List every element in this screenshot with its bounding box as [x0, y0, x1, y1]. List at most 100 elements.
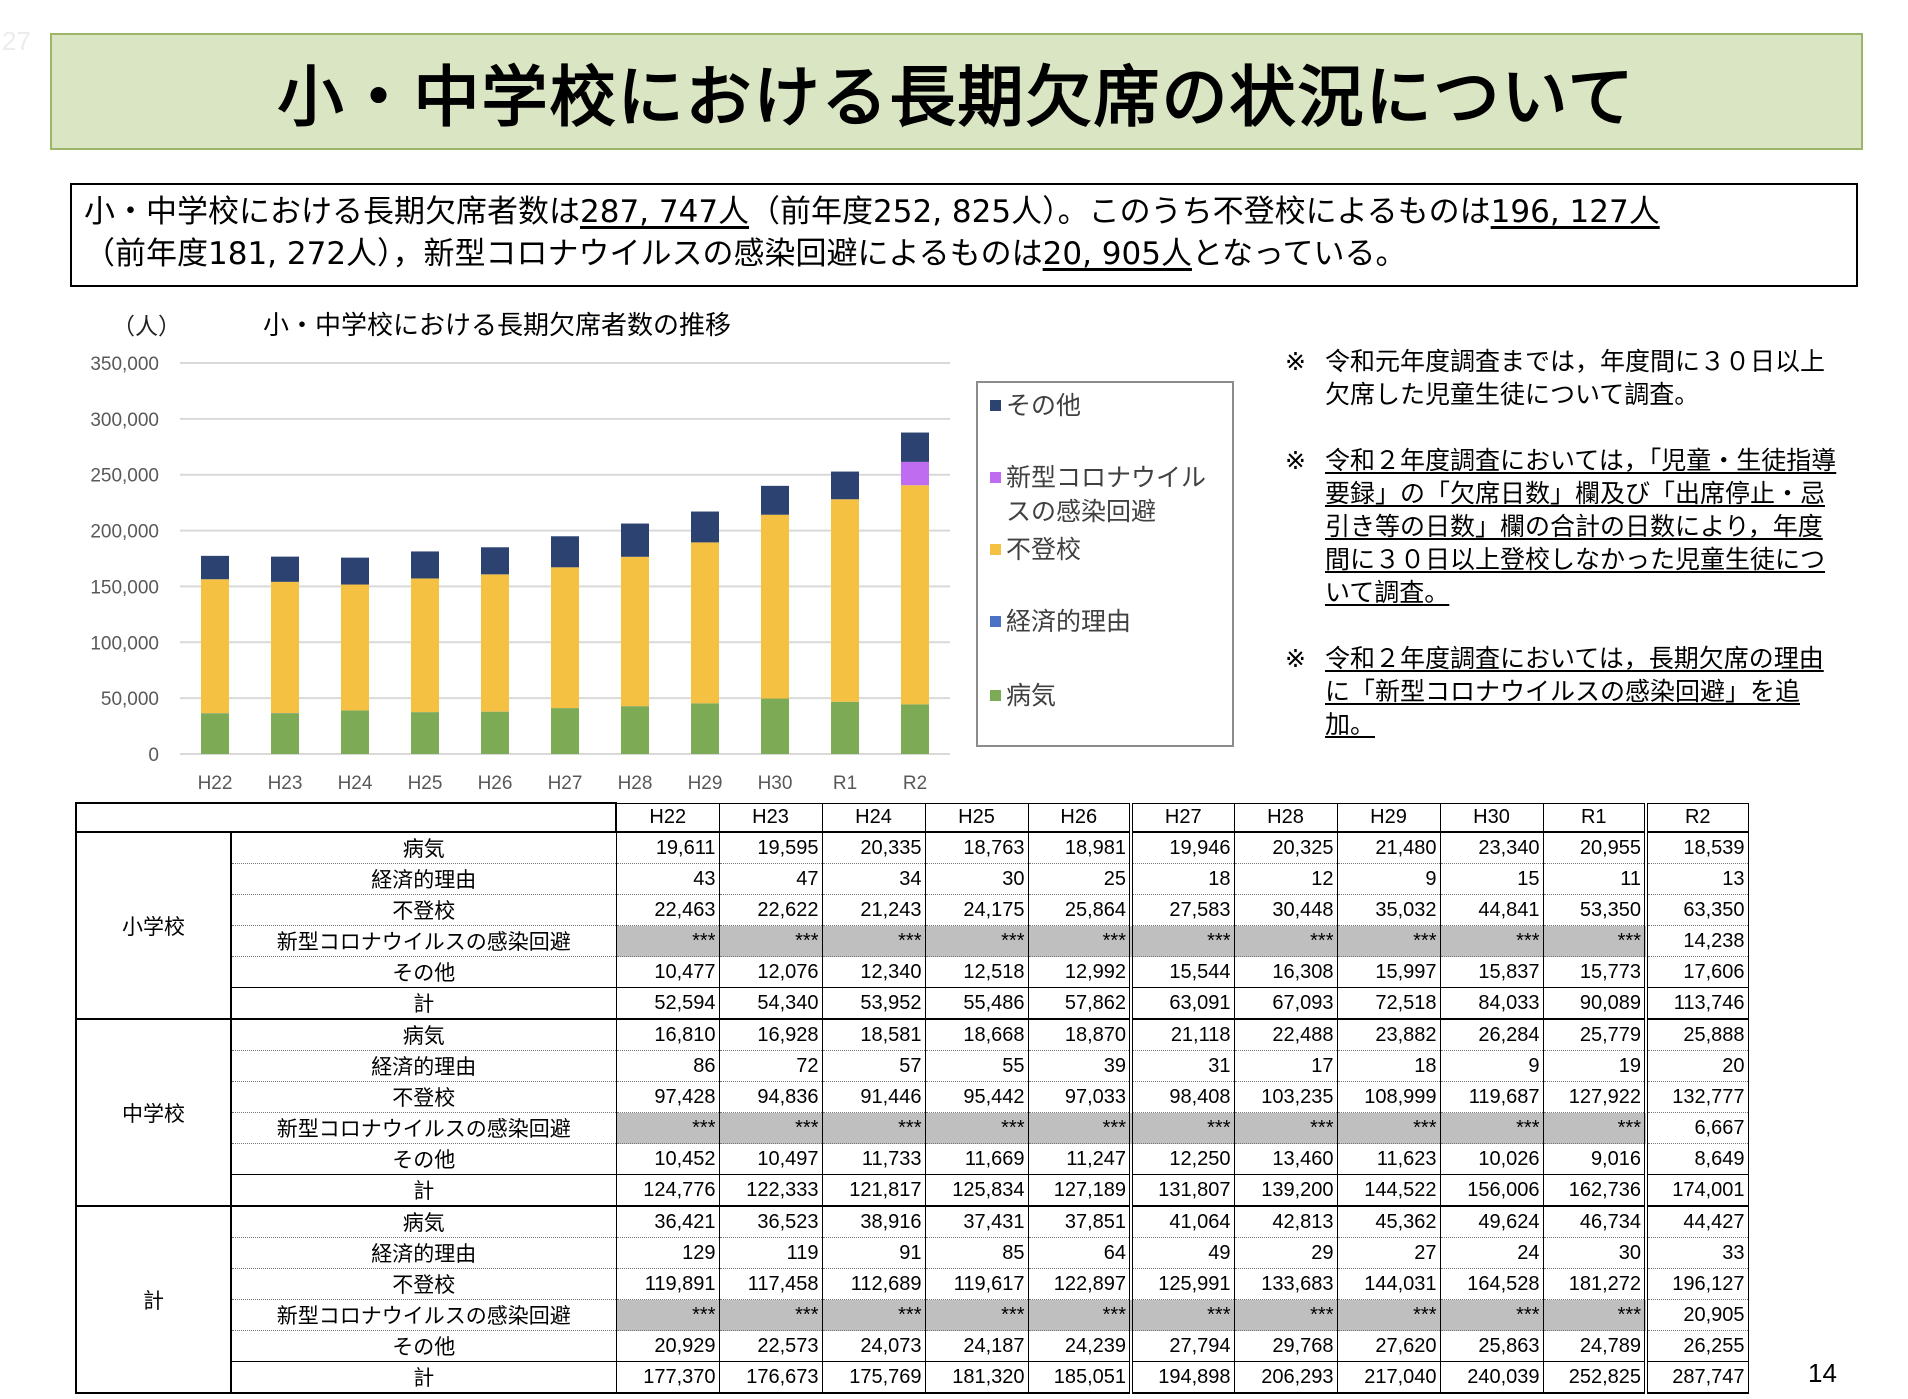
column-header: H29 [1336, 802, 1441, 833]
table-cell: 122,333 [718, 1174, 823, 1207]
table-cell: 19 [1542, 1050, 1647, 1082]
bar-segment [201, 555, 229, 580]
row-category-label: 経済的理由 [230, 863, 617, 895]
table-cell: *** [1027, 1112, 1132, 1144]
table-cell: 91,446 [821, 1081, 926, 1113]
table-row: 経済的理由 129 119 91 85 64 49 29 27 24 30 33 [76, 1237, 1749, 1269]
bar-segment [691, 542, 719, 704]
y-tick-label: 200,000 [90, 522, 159, 543]
bar-segment [901, 704, 929, 754]
legend-label: 不登校 [1006, 535, 1082, 564]
bar-segment [621, 523, 649, 557]
row-category-label: 新型コロナウイルスの感染回避 [230, 1299, 617, 1331]
page-number: 14 [1808, 1358, 1837, 1388]
y-tick-label: 0 [148, 745, 159, 766]
bar-segment [621, 706, 649, 754]
table-cell: 16,810 [615, 1019, 720, 1051]
bar-segment [411, 712, 439, 754]
table-cell: 9 [1439, 1050, 1544, 1082]
table-cell: 20,905 [1644, 1299, 1749, 1331]
row-category-label: 病気 [230, 832, 617, 864]
table-cell: 49,624 [1439, 1206, 1544, 1238]
table-cell: 39 [1027, 1050, 1132, 1082]
table-cell: *** [1542, 925, 1647, 957]
table-cell: 33 [1644, 1237, 1749, 1269]
x-tick-label: H23 [268, 773, 303, 794]
table-cell: 18,581 [821, 1019, 926, 1051]
table-cell: 133,683 [1233, 1268, 1338, 1300]
table-cell: 117,458 [718, 1268, 823, 1300]
table-cell: 29,768 [1233, 1330, 1338, 1362]
x-tick-label: H26 [478, 773, 513, 794]
table-cell: 121,817 [821, 1174, 926, 1207]
table-cell: 41,064 [1129, 1206, 1235, 1238]
table-cell: *** [1129, 1299, 1235, 1331]
table-row: 新型コロナウイルスの感染回避 *** *** *** *** *** *** *** *** **… [76, 1299, 1749, 1331]
table-row: 新型コロナウイルスの感染回避 *** *** *** *** *** *** *** *** **… [76, 1112, 1749, 1144]
bar-segment [551, 536, 579, 568]
table-cell: *** [821, 1112, 926, 1144]
table-cell: 18,981 [1027, 832, 1132, 864]
legend-label: 病気 [1006, 681, 1057, 710]
table-cell: 54,340 [718, 987, 823, 1020]
row-category-label: 計 [230, 1361, 617, 1394]
table-row: 計 124,776 122,333 121,817 125,834 127,189 131,… [76, 1174, 1749, 1207]
table-cell: 15,837 [1439, 956, 1544, 988]
row-category-label: 不登校 [230, 1268, 617, 1300]
row-group-label: 小学校 [75, 831, 232, 1020]
summary-futoko-value: 196, 127人 [1490, 194, 1660, 230]
table-cell: 63,091 [1129, 987, 1235, 1020]
legend-label: 新型コロナウイルスの感染回避 [1006, 463, 1207, 526]
bar-segment [901, 461, 929, 486]
table-cell: 144,031 [1336, 1268, 1441, 1300]
table-cell: 13,460 [1233, 1143, 1338, 1175]
table-cell: 181,320 [924, 1361, 1029, 1394]
row-category-label: その他 [230, 1330, 617, 1362]
legend-swatch-economic [990, 616, 1001, 627]
note-mark: ※ [1285, 446, 1306, 475]
table-cell: 43 [615, 863, 720, 895]
table-cell: 55 [924, 1050, 1029, 1082]
table-cell: *** [718, 925, 823, 957]
note-mark: ※ [1285, 347, 1306, 376]
table-cell: 13 [1644, 863, 1749, 895]
table-cell: 112,689 [821, 1268, 926, 1300]
table-cell: 20 [1644, 1050, 1749, 1082]
table-cell: 174,001 [1644, 1174, 1749, 1207]
note-text: 令和２年度調査においては，「児童・生徒指導要録」の「欠席日数」欄及び「出席停止・… [1325, 446, 1837, 607]
x-tick-label: H30 [758, 773, 793, 794]
table-cell: *** [1336, 1112, 1441, 1144]
table-cell: 15,544 [1129, 956, 1235, 988]
bar-segment [271, 713, 299, 754]
chart-y-axis-unit: （人） [112, 314, 181, 340]
legend-item-illness: 病気 [990, 679, 1226, 713]
table-cell: 18 [1129, 863, 1235, 895]
table-cell: 37,851 [1027, 1206, 1132, 1238]
note-text: 令和２年度調査においては，長期欠席の理由に「新型コロナウイルスの感染回避」を追加… [1325, 644, 1824, 739]
table-cell: 17 [1233, 1050, 1338, 1082]
bar-segment [691, 511, 719, 543]
summary-text: （前年度252, 825人）。このうち不登校によるものは [749, 194, 1491, 230]
table-cell: 27,583 [1129, 894, 1235, 926]
table-cell: *** [1129, 1112, 1235, 1144]
table-cell: 194,898 [1129, 1361, 1235, 1394]
table-cell: 17,606 [1644, 956, 1749, 988]
bar-segment [271, 556, 299, 582]
table-cell: 44,427 [1644, 1206, 1749, 1238]
table-cell: 12,340 [821, 956, 926, 988]
summary-total-value: 287, 747人 [580, 194, 750, 230]
table-cell: 131,807 [1129, 1174, 1235, 1207]
column-header: H27 [1129, 802, 1235, 833]
column-header: H22 [615, 802, 720, 833]
table-cell: 103,235 [1233, 1081, 1338, 1113]
table-header-row: H22 H23 H24 H25 H26 H27 H28 H29 H30 R1 R2 [75, 802, 1749, 833]
table-cell: 119,617 [924, 1268, 1029, 1300]
table-cell: 27,794 [1129, 1330, 1235, 1362]
table-row: 経済的理由 86 72 57 55 39 31 17 18 9 19 20 [76, 1050, 1749, 1082]
table-cell: *** [718, 1299, 823, 1331]
y-tick-label: 150,000 [90, 577, 159, 598]
table-cell: *** [821, 1299, 926, 1331]
legend-swatch-futoko [990, 544, 1001, 555]
table-cell: 9 [1336, 863, 1441, 895]
row-category-label: 病気 [230, 1206, 617, 1238]
